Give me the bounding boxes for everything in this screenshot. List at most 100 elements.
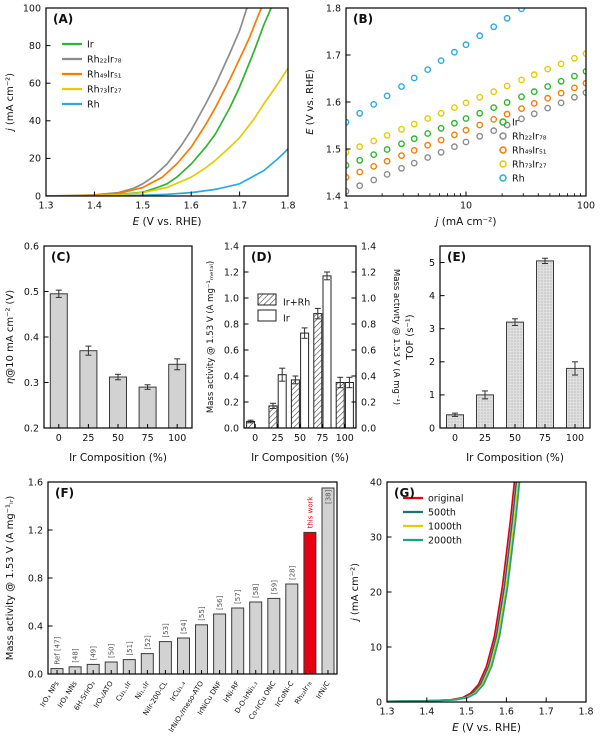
svg-text:80: 80 bbox=[29, 41, 41, 52]
svg-text:0.3: 0.3 bbox=[24, 378, 39, 389]
svg-text:η@10 mA cm⁻² (V): η@10 mA cm⁻² (V) bbox=[5, 290, 16, 384]
svg-text:50: 50 bbox=[509, 433, 521, 444]
svg-text:[54]: [54] bbox=[180, 619, 188, 634]
svg-text:20: 20 bbox=[29, 154, 41, 165]
svg-text:original: original bbox=[428, 493, 464, 504]
svg-text:1.0: 1.0 bbox=[224, 293, 239, 304]
svg-text:0.4: 0.4 bbox=[224, 371, 239, 382]
svg-text:Rh₇₃Ir₂₇: Rh₇₃Ir₂₇ bbox=[512, 159, 547, 170]
svg-text:2: 2 bbox=[429, 357, 435, 368]
svg-text:1.8: 1.8 bbox=[280, 201, 295, 212]
svg-text:0.4: 0.4 bbox=[361, 371, 376, 382]
svg-text:0: 0 bbox=[452, 433, 458, 444]
svg-text:(D): (D) bbox=[251, 250, 272, 264]
svg-text:1.4: 1.4 bbox=[361, 241, 376, 252]
svg-text:0: 0 bbox=[376, 697, 382, 708]
svg-text:1: 1 bbox=[343, 201, 349, 212]
svg-text:(G): (G) bbox=[394, 486, 415, 500]
svg-text:[50]: [50] bbox=[108, 643, 116, 658]
svg-text:25: 25 bbox=[272, 433, 284, 444]
svg-text:25: 25 bbox=[82, 433, 94, 444]
svg-text:40: 40 bbox=[29, 116, 41, 127]
svg-text:100: 100 bbox=[168, 433, 186, 444]
svg-text:Ref [47]: Ref [47] bbox=[54, 636, 62, 664]
svg-text:Rh: Rh bbox=[512, 173, 525, 184]
svg-text:1.7: 1.7 bbox=[326, 50, 341, 61]
svg-text:Ir+Rh: Ir+Rh bbox=[283, 297, 310, 308]
svg-text:Rh₄₉Ir₅₁: Rh₄₉Ir₅₁ bbox=[512, 145, 547, 156]
svg-text:j (mA cm⁻²): j (mA cm⁻²) bbox=[350, 563, 361, 623]
svg-text:25: 25 bbox=[479, 433, 491, 444]
svg-text:[58]: [58] bbox=[252, 583, 260, 598]
panel-a-polarization-chart: 0 20 40 60 80 100 1.3 1.4 1.5 1.6 1.7 1.8 E (V vs. R… bbox=[0, 0, 300, 232]
svg-text:0.0: 0.0 bbox=[361, 423, 376, 434]
svg-text:1.7: 1.7 bbox=[539, 707, 554, 718]
svg-text:1.8: 1.8 bbox=[326, 3, 341, 14]
svg-text:[55]: [55] bbox=[198, 606, 206, 621]
svg-text:Rh₂₂Ir₇₈: Rh₂₂Ir₇₈ bbox=[293, 680, 313, 706]
svg-text:1.4: 1.4 bbox=[87, 201, 102, 212]
svg-text:[52]: [52] bbox=[144, 635, 152, 650]
svg-text:E (V vs. RHE): E (V vs. RHE) bbox=[452, 722, 521, 734]
svg-text:1.4: 1.4 bbox=[326, 191, 341, 202]
svg-text:0: 0 bbox=[35, 191, 41, 202]
panel-f-benchmark-chart: Ref [47] [48] [49] [50] [51] [52] [53] [54] [55]… bbox=[0, 472, 345, 738]
svg-text:(B): (B) bbox=[353, 12, 373, 26]
svg-text:1.7: 1.7 bbox=[232, 201, 247, 212]
svg-text:0.0: 0.0 bbox=[28, 669, 43, 680]
svg-text:10: 10 bbox=[370, 642, 382, 653]
svg-text:10: 10 bbox=[460, 201, 472, 212]
svg-text:4: 4 bbox=[429, 291, 435, 302]
svg-text:[56]: [56] bbox=[216, 595, 224, 610]
svg-text:[49]: [49] bbox=[90, 646, 98, 661]
svg-text:1.5: 1.5 bbox=[459, 707, 474, 718]
svg-text:Cu₁.₁Ir: Cu₁.₁Ir bbox=[114, 680, 133, 703]
svg-text:1.8: 1.8 bbox=[578, 707, 593, 718]
svg-text:5: 5 bbox=[429, 258, 435, 269]
svg-text:[51]: [51] bbox=[126, 641, 134, 656]
svg-text:Rh₄₉Ir₅₁: Rh₄₉Ir₅₁ bbox=[87, 69, 122, 80]
svg-text:75: 75 bbox=[142, 433, 154, 444]
svg-text:Rh₂₂Ir₇₈: Rh₂₂Ir₇₈ bbox=[512, 131, 547, 142]
svg-text:0.2: 0.2 bbox=[361, 397, 376, 408]
svg-text:(C): (C) bbox=[51, 250, 71, 264]
svg-text:1.4: 1.4 bbox=[224, 241, 239, 252]
svg-text:(F): (F) bbox=[55, 486, 74, 500]
svg-text:75: 75 bbox=[316, 433, 328, 444]
svg-text:0: 0 bbox=[429, 423, 435, 434]
svg-text:1000th: 1000th bbox=[428, 521, 462, 532]
svg-text:Ir: Ir bbox=[87, 39, 94, 50]
svg-text:[28]: [28] bbox=[288, 565, 296, 580]
svg-text:TOF (s⁻¹): TOF (s⁻¹) bbox=[405, 314, 416, 360]
svg-text:Mass activity @ 1.53 V (A mg⁻¹: Mass activity @ 1.53 V (A mg⁻¹ᵢᵣ) bbox=[5, 496, 16, 661]
svg-text:[53]: [53] bbox=[162, 623, 170, 638]
panel-g-stability-chart: 0 10 20 30 40 1.3 1.4 1.5 1.6 1.7 1.8 E (V vs. RHE)… bbox=[345, 472, 600, 738]
svg-text:0.8: 0.8 bbox=[28, 573, 43, 584]
svg-text:Ir: Ir bbox=[512, 117, 519, 128]
svg-text:1.5: 1.5 bbox=[326, 144, 341, 155]
svg-text:(E): (E) bbox=[447, 250, 466, 264]
svg-text:0: 0 bbox=[252, 433, 258, 444]
svg-text:this work: this work bbox=[306, 496, 314, 529]
svg-text:Ir Composition (%): Ir Composition (%) bbox=[69, 452, 167, 464]
svg-text:IrCu₁.₄: IrCu₁.₄ bbox=[169, 680, 188, 703]
svg-text:j (mA cm⁻²): j (mA cm⁻²) bbox=[5, 73, 16, 133]
panel-d-mass-activity-chart: 0.0 0.0 0.2 0.2 0.4 0.4 0.6 0.6 0.8 0.8 1.0 1.0 1.2 1… bbox=[200, 238, 400, 468]
svg-text:1.3: 1.3 bbox=[38, 201, 53, 212]
svg-text:100: 100 bbox=[566, 433, 584, 444]
svg-text:Mass activity @ 1.53 V (A mg⁻¹: Mass activity @ 1.53 V (A mg⁻¹ₘₑₜₐₗ) bbox=[206, 261, 216, 413]
svg-text:0: 0 bbox=[56, 433, 62, 444]
svg-text:40: 40 bbox=[370, 477, 382, 488]
svg-text:Ni₁.₅Ir: Ni₁.₅Ir bbox=[134, 680, 151, 701]
svg-text:1.5: 1.5 bbox=[135, 201, 150, 212]
svg-text:[59]: [59] bbox=[270, 580, 278, 595]
svg-text:Ir: Ir bbox=[283, 313, 290, 324]
svg-text:1.6: 1.6 bbox=[499, 707, 514, 718]
svg-text:20: 20 bbox=[370, 587, 382, 598]
svg-text:1.6: 1.6 bbox=[184, 201, 199, 212]
svg-text:Mass activity @ 1.53 V (A mg⁻¹: Mass activity @ 1.53 V (A mg⁻¹) bbox=[391, 269, 400, 405]
svg-text:Rh: Rh bbox=[87, 99, 100, 110]
svg-text:0.6: 0.6 bbox=[24, 241, 39, 252]
